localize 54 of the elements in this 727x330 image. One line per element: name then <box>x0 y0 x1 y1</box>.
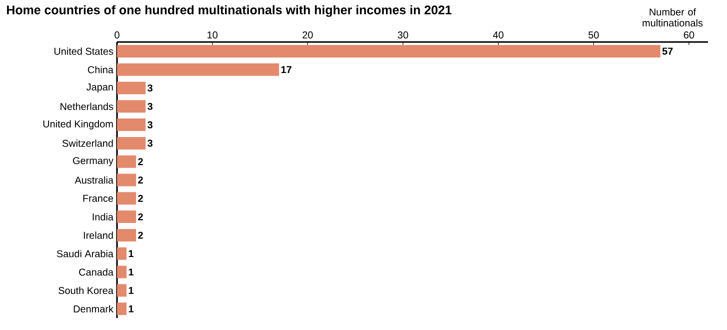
bar <box>117 44 660 58</box>
y-tick-label: Denmark <box>74 305 114 312</box>
data-label: 1 <box>128 268 134 276</box>
x-tick-label: 60 <box>684 31 694 38</box>
bar <box>117 118 146 132</box>
x-tick-label: 40 <box>492 31 504 38</box>
data-label: 57 <box>662 48 673 55</box>
bar <box>117 155 136 168</box>
x-tick-label: 10 <box>208 31 218 38</box>
bar <box>117 136 146 150</box>
data-label: 2 <box>138 194 143 202</box>
bar <box>117 302 127 316</box>
data-label: 1 <box>128 286 134 294</box>
y-tick-label: Saudi Arabia <box>56 250 114 258</box>
bar <box>117 266 127 278</box>
x-tick-label: 50 <box>588 31 599 38</box>
chart-title: Home countries of one hundred multinationals with higher incomes in 2021 <box>7 5 452 17</box>
data-label: 2 <box>138 158 143 166</box>
x-tick-label: 0 <box>114 31 120 38</box>
y-tick-label: Germany <box>73 157 114 166</box>
y-tick-label: United Kingdom <box>43 120 113 130</box>
data-label: 2 <box>138 232 143 239</box>
x-axis-title: Number of multinationals <box>642 8 703 26</box>
bar <box>117 63 280 76</box>
y-tick-label: Australia <box>74 176 114 184</box>
data-label: 17 <box>281 66 292 74</box>
data-label: 1 <box>128 250 134 258</box>
data-label: 3 <box>148 84 152 92</box>
y-tick-label: Canada <box>79 268 114 276</box>
y-tick-label: South Korea <box>58 286 114 294</box>
y-tick-label: France <box>83 194 114 202</box>
data-label: 3 <box>148 140 152 147</box>
bar <box>117 82 146 94</box>
bar <box>117 174 136 186</box>
data-label: 2 <box>138 213 143 220</box>
bar <box>117 192 136 205</box>
y-tick-label: Netherlands <box>60 102 114 110</box>
x-tick-label: 30 <box>398 31 408 38</box>
data-label: 2 <box>138 176 143 184</box>
y-tick-label: Japan <box>86 84 113 92</box>
bar <box>117 228 136 242</box>
y-tick-label: Switzerland <box>62 140 113 147</box>
y-tick-label: United States <box>54 48 114 55</box>
bar <box>117 247 127 260</box>
bar <box>117 210 136 224</box>
y-tick-label: India <box>92 213 114 220</box>
y-tick-label: Ireland <box>84 232 113 239</box>
bar <box>117 284 127 297</box>
data-label: 3 <box>148 121 152 128</box>
bar <box>117 100 146 113</box>
data-label: 3 <box>148 102 152 110</box>
data-label: 1 <box>128 305 134 312</box>
y-tick-label: China <box>88 66 114 74</box>
x-tick-label: 20 <box>302 31 313 38</box>
